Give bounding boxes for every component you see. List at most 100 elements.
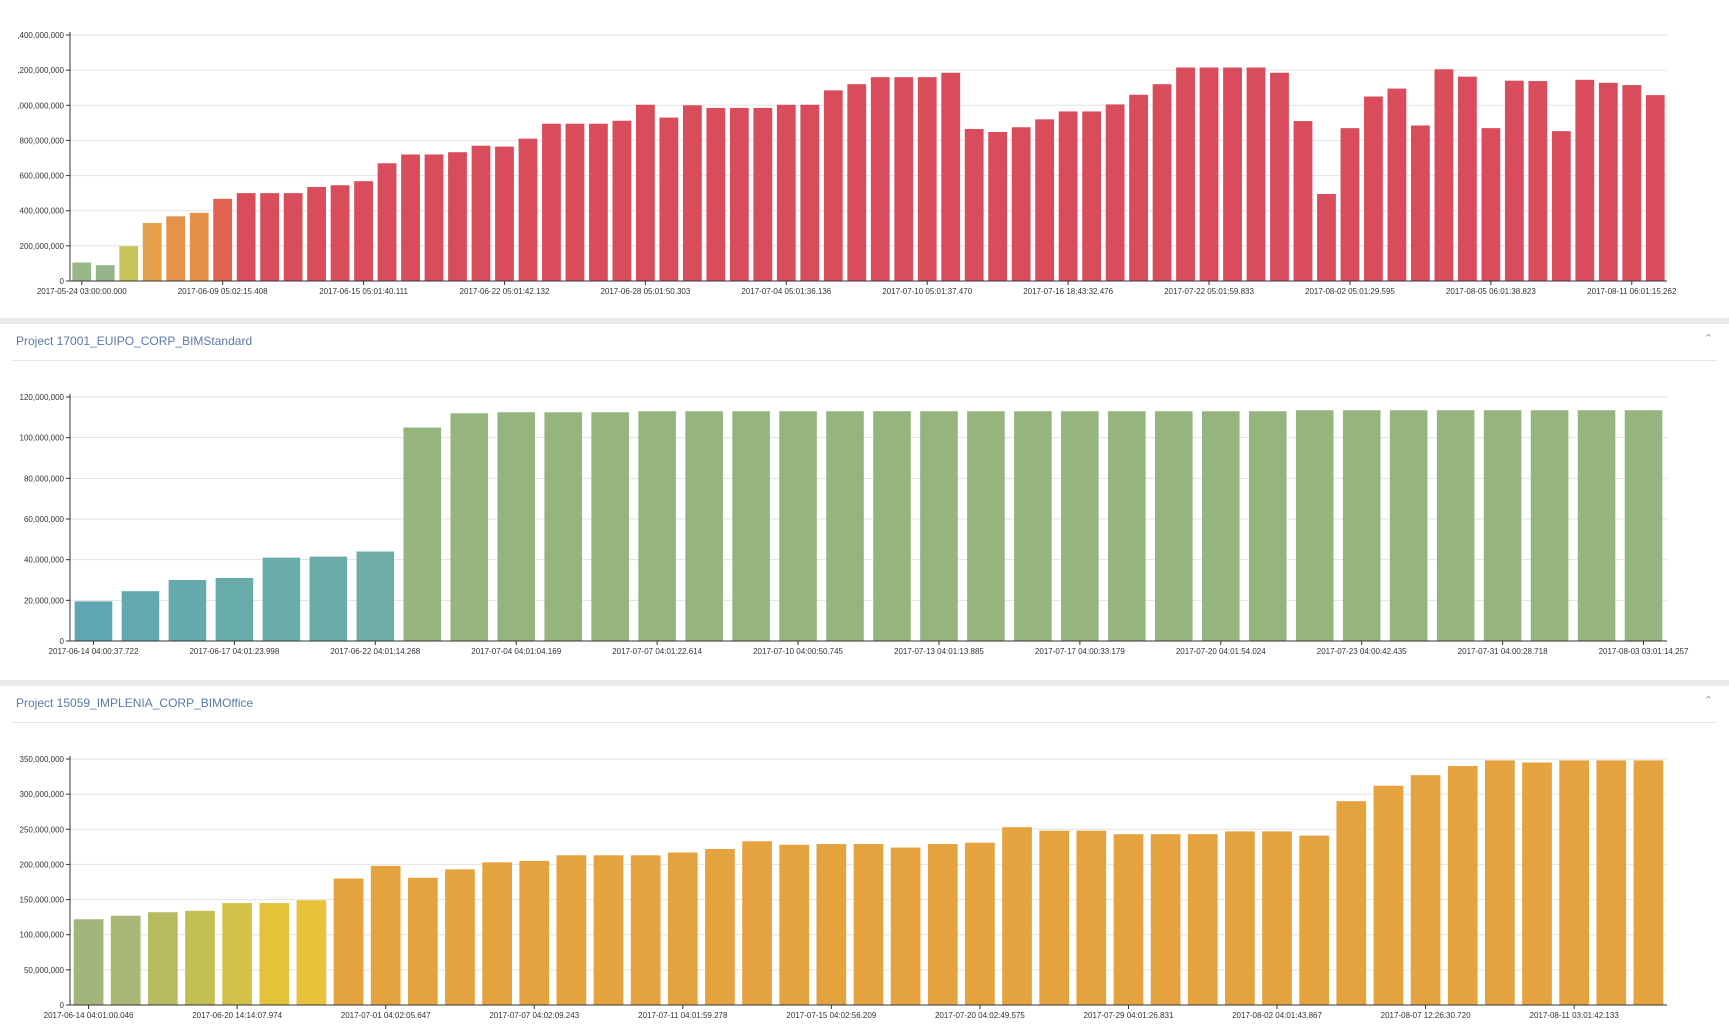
bar[interactable] [74,601,113,641]
bar[interactable] [630,855,661,1005]
bar[interactable] [1039,830,1070,1005]
bar[interactable] [636,104,655,281]
bar[interactable] [1364,96,1383,282]
bar[interactable] [1551,131,1571,281]
bar[interactable] [262,557,301,641]
bar[interactable] [1108,411,1146,641]
bar[interactable] [542,123,561,282]
chevron-up-icon[interactable]: ⌃ [1703,332,1713,345]
bar[interactable] [236,193,256,281]
bar[interactable] [1340,128,1360,281]
bar[interactable] [142,223,162,281]
bar[interactable] [1011,127,1031,281]
bar[interactable] [333,878,364,1005]
bar[interactable] [1389,410,1428,641]
bar[interactable] [309,556,348,641]
bar[interactable] [1105,104,1125,281]
bar[interactable] [1246,67,1266,281]
bar[interactable] [497,412,536,641]
bar[interactable] [870,77,890,281]
bar[interactable] [917,77,937,281]
bar[interactable] [816,844,847,1005]
bar[interactable] [1082,111,1102,281]
bar[interactable] [1483,410,1522,641]
bar[interactable] [927,844,958,1005]
bar[interactable] [800,104,820,281]
bar[interactable] [593,855,624,1005]
bar[interactable] [1014,411,1052,641]
bar[interactable] [215,577,254,641]
bar[interactable] [589,123,608,282]
bar[interactable] [1522,762,1552,1005]
bar[interactable] [1187,834,1218,1005]
bar[interactable] [1113,834,1144,1005]
bar[interactable] [1596,760,1627,1005]
bar[interactable] [1002,827,1032,1005]
bar[interactable] [110,915,141,1005]
bar[interactable] [1076,830,1107,1005]
chevron-up-icon[interactable]: ⌃ [1703,694,1713,707]
bar[interactable] [1150,834,1181,1005]
bar[interactable] [964,129,984,281]
bar[interactable] [450,413,489,641]
bar[interactable] [185,910,215,1005]
bar[interactable] [1223,67,1242,281]
bar[interactable] [1342,410,1381,641]
bar[interactable] [1129,94,1148,282]
bar[interactable] [591,412,629,641]
bar[interactable] [706,107,726,281]
bar[interactable] [1633,760,1664,1005]
bar[interactable] [1481,128,1501,281]
bar[interactable] [1061,411,1099,641]
bar[interactable] [147,912,178,1005]
bar[interactable] [1559,760,1590,1005]
bar[interactable] [565,123,585,282]
bar[interactable] [779,411,817,641]
bar[interactable] [729,107,749,281]
bar[interactable] [1504,80,1524,281]
bar[interactable] [1485,760,1515,1005]
bar[interactable] [1317,194,1336,281]
bar[interactable] [1622,85,1642,281]
bar[interactable] [1176,67,1195,281]
bar[interactable] [1336,801,1367,1005]
bar[interactable] [445,869,475,1005]
bar[interactable] [742,841,772,1005]
bar[interactable] [1295,410,1334,641]
bar[interactable] [1035,119,1055,281]
bar[interactable] [168,580,207,641]
bar[interactable] [705,848,735,1005]
bar[interactable] [222,903,252,1005]
bar[interactable] [1575,79,1595,281]
bar[interactable] [779,844,810,1005]
bar[interactable] [356,551,395,641]
bar[interactable] [296,900,327,1005]
bar[interactable] [1058,111,1078,281]
bar[interactable] [519,860,550,1005]
bar[interactable] [1373,785,1404,1005]
bar[interactable] [1447,766,1478,1005]
bar[interactable] [213,198,233,281]
bar[interactable] [73,919,104,1005]
bar[interactable] [1436,410,1475,641]
bar[interactable] [189,212,209,281]
bar[interactable] [847,84,867,281]
bar[interactable] [283,193,303,281]
bar[interactable] [119,246,139,281]
bar[interactable] [823,90,843,281]
bar[interactable] [1411,125,1430,282]
bar[interactable] [260,193,280,281]
bar[interactable] [471,145,491,281]
bar[interactable] [826,411,864,641]
bar[interactable] [1410,775,1441,1005]
bar[interactable] [407,877,438,1005]
bar[interactable] [732,411,770,641]
bar[interactable] [403,427,442,642]
bar[interactable] [424,154,444,281]
bar[interactable] [988,131,1008,281]
bar[interactable] [667,852,698,1005]
bar[interactable] [1270,72,1289,281]
bar[interactable] [1293,121,1313,281]
bar[interactable] [401,154,420,281]
bar[interactable] [612,120,632,281]
